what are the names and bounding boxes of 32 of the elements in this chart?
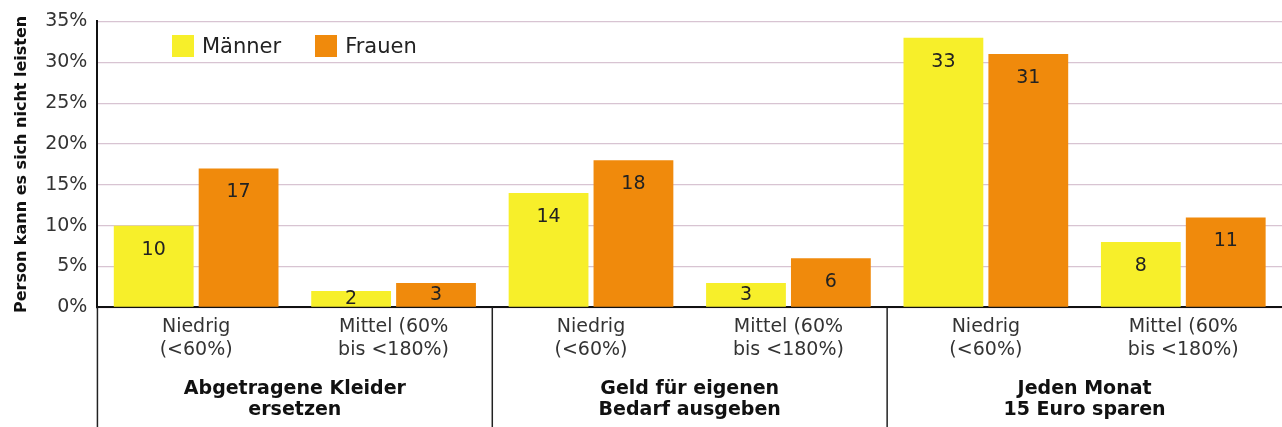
x-tick-label: Mittel (60% bis <180%) bbox=[732, 313, 844, 359]
y-tick-label: 0% bbox=[57, 294, 88, 317]
text: Geld für eigenen Bedarf ausgeben bbox=[598, 376, 781, 419]
data-label: 33 bbox=[931, 48, 956, 71]
x-tick-label: Niedrig (<60%) bbox=[949, 313, 1023, 359]
y-tick-label: 10% bbox=[45, 212, 88, 235]
data-label: 3 bbox=[429, 281, 443, 304]
data-label: 3 bbox=[739, 281, 753, 304]
y-axis-title: Person kann es sich nicht leisten bbox=[10, 15, 30, 314]
y-tick-label: 25% bbox=[45, 90, 88, 113]
x-tick-label: Mittel (60% bis <180%) bbox=[1127, 313, 1239, 359]
data-label: 18 bbox=[621, 171, 646, 194]
data-label: 17 bbox=[226, 179, 251, 202]
y-tick-label: 30% bbox=[45, 49, 88, 72]
y-tick-label: 35% bbox=[45, 8, 88, 31]
y-tick-label: 20% bbox=[45, 130, 88, 153]
x-tick-label: Mittel (60% bis <180%) bbox=[338, 313, 450, 359]
data-label: 2 bbox=[345, 285, 358, 308]
data-label: 14 bbox=[536, 203, 561, 226]
x-tick-label: Niedrig (<60%) bbox=[554, 313, 628, 359]
text: Jeden Monat 15 Euro sparen bbox=[1003, 376, 1166, 419]
data-label: 11 bbox=[1213, 228, 1238, 251]
x-tick-label: Niedrig (<60%) bbox=[159, 313, 233, 359]
data-label: 6 bbox=[824, 269, 837, 292]
data-label: 8 bbox=[1134, 252, 1147, 275]
legend-label: Frauen bbox=[345, 34, 417, 58]
data-label: 31 bbox=[1016, 65, 1041, 88]
data-label: 10 bbox=[141, 236, 166, 259]
y-tick-label: 15% bbox=[45, 171, 88, 194]
legend-label: Männer bbox=[202, 34, 282, 58]
text: Abgetragene Kleider ersetzen bbox=[183, 376, 407, 419]
y-tick-label: 5% bbox=[57, 253, 88, 276]
